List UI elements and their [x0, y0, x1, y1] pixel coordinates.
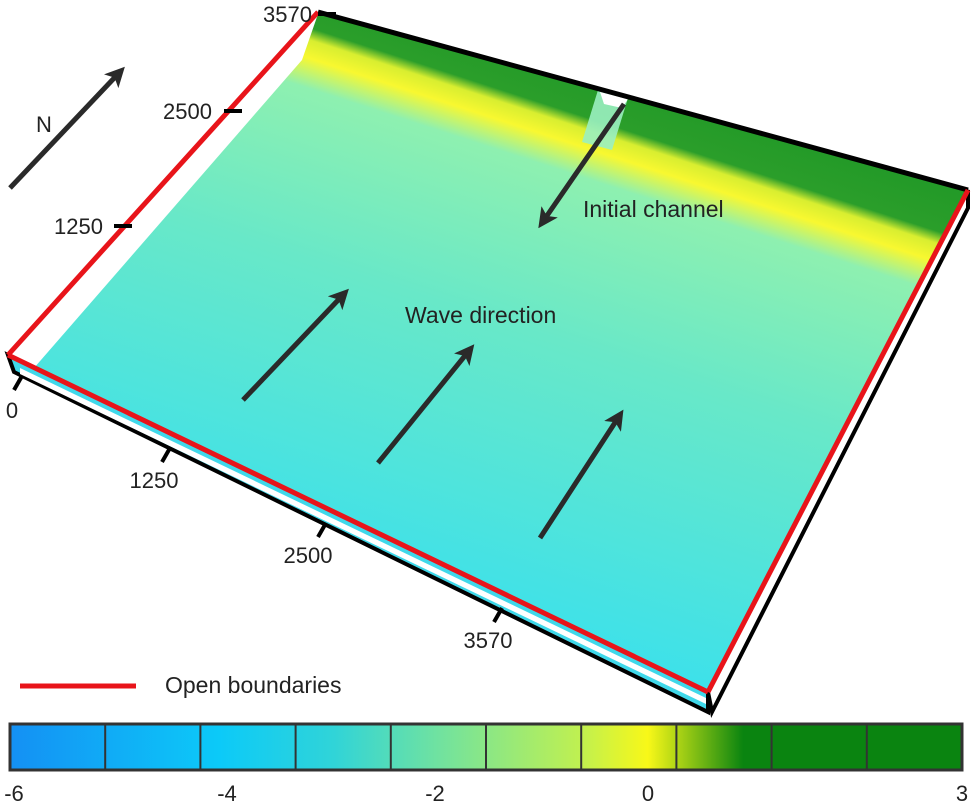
x-tick — [316, 522, 328, 538]
initial-channel-label: Initial channel — [583, 196, 724, 222]
wave-arrow-icon — [241, 288, 349, 402]
channel-arrow-icon — [538, 102, 627, 229]
wave-direction-label: Wave direction — [405, 302, 556, 328]
open-boundary-west — [6, 10, 320, 357]
x-tick — [492, 607, 504, 623]
open-boundary-east — [705, 188, 971, 694]
wave-arrow-icon — [537, 409, 624, 540]
bathymetry-surface — [8, 12, 968, 692]
x-tick-label: 3570 — [464, 628, 513, 653]
x-tick-label: 2500 — [284, 543, 333, 568]
colorbar-tick-label: 0 — [642, 781, 654, 806]
left-edge-strip — [10, 14, 318, 368]
colorbar-tick-label: -6 — [4, 781, 24, 806]
colorbar-tick-label: -2 — [425, 781, 445, 806]
colorbar-tick-label: 3 — [956, 781, 968, 806]
x-tick-label: 1250 — [130, 468, 179, 493]
y-tick-label: 0 — [6, 398, 18, 423]
y-tick-label: 3570 — [263, 2, 312, 27]
colorbar-tick-label: -4 — [217, 781, 237, 806]
north-label: N — [36, 112, 52, 137]
open-boundaries-legend-label: Open boundaries — [165, 672, 341, 698]
wave-arrow-icon — [376, 344, 475, 465]
front-side-highlight — [20, 368, 706, 704]
x-tick — [160, 447, 172, 463]
back-boundary — [317, 9, 969, 193]
open-boundary-south — [6, 352, 710, 695]
y-tick-label: 2500 — [163, 99, 212, 124]
y-tick-label: 1250 — [54, 214, 103, 239]
north-arrow-icon — [8, 66, 125, 190]
colorbar-dividers — [104, 724, 868, 770]
y-tick — [12, 375, 24, 391]
